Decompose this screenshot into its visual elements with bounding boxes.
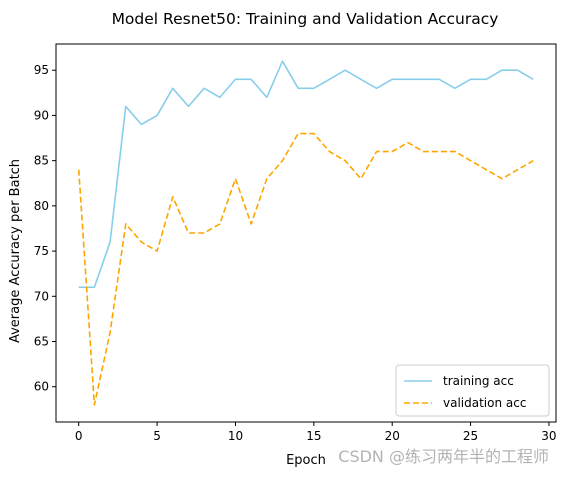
y-tick-label: 80 bbox=[34, 199, 49, 213]
series-line-training-acc bbox=[78, 60, 534, 289]
x-tick-label: 20 bbox=[385, 429, 400, 443]
legend-label: training acc bbox=[443, 374, 514, 388]
x-tick-label: 15 bbox=[306, 429, 321, 443]
series-line-validation-acc bbox=[77, 132, 534, 406]
y-axis-label: Average Accuracy per Batch bbox=[8, 159, 23, 343]
legend-box bbox=[395, 364, 550, 417]
x-tick-label: 5 bbox=[153, 429, 161, 443]
x-tick-label: 25 bbox=[463, 429, 478, 443]
watermark-text: CSDN @练习两年半的工程师 bbox=[338, 447, 549, 466]
y-tick-label: 90 bbox=[34, 108, 49, 122]
axes-frame bbox=[55, 43, 557, 423]
y-axis-ticks: 60 65 70 75 80 85 90 95 bbox=[34, 63, 56, 394]
plot-area bbox=[77, 60, 534, 406]
y-tick-label: 95 bbox=[34, 63, 49, 77]
y-tick-label: 75 bbox=[34, 244, 49, 258]
x-tick-label: 30 bbox=[541, 429, 556, 443]
x-axis-label: Epoch bbox=[286, 453, 326, 468]
x-tick-label: 0 bbox=[75, 429, 83, 443]
y-tick-label: 70 bbox=[34, 289, 49, 303]
legend: training acc validation acc bbox=[395, 364, 550, 417]
legend-label: validation acc bbox=[443, 396, 526, 410]
x-axis-ticks: 0 5 10 15 20 25 30 bbox=[75, 422, 557, 443]
y-tick-label: 85 bbox=[34, 154, 49, 168]
x-tick-label: 10 bbox=[228, 429, 243, 443]
y-tick-label: 65 bbox=[34, 335, 49, 349]
chart-title: Model Resnet50: Training and Validation … bbox=[112, 10, 499, 28]
y-tick-label: 60 bbox=[34, 380, 49, 394]
